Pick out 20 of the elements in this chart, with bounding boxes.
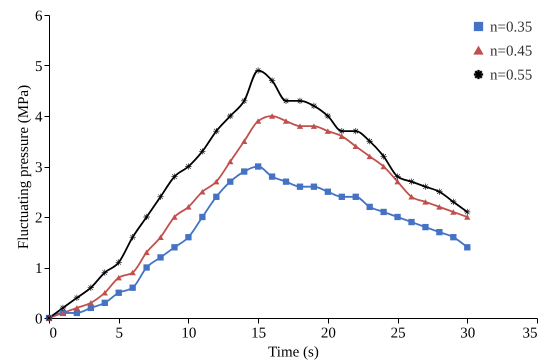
legend-label: n=0.45 [490, 44, 532, 60]
x-tick-label: 5 [115, 326, 123, 342]
y-tick-label: 6 [35, 8, 43, 24]
x-tick-label: 35 [522, 326, 538, 342]
x-tick-label: 10 [181, 326, 196, 342]
x-tick-label: 15 [251, 326, 266, 342]
y-tick-label: 3 [35, 160, 42, 176]
y-tick-label: 2 [35, 210, 42, 226]
y-tick-label: 1 [35, 261, 42, 277]
legend-label: n=0.35 [490, 20, 532, 36]
x-tick-label: 30 [460, 326, 476, 342]
y-tick-label: 0 [35, 312, 42, 328]
legend-label: n=0.55 [490, 68, 532, 84]
x-tick-label: 0 [50, 326, 57, 342]
y-tick-label: 5 [35, 59, 42, 75]
y-axis-title: Fluctuating pressure (MPa) [16, 84, 32, 250]
x-tick-label: 25 [390, 326, 406, 342]
y-tick-label: 4 [35, 110, 43, 126]
x-tick-label: 20 [320, 326, 336, 342]
x-axis-title: Time (s) [268, 344, 319, 360]
